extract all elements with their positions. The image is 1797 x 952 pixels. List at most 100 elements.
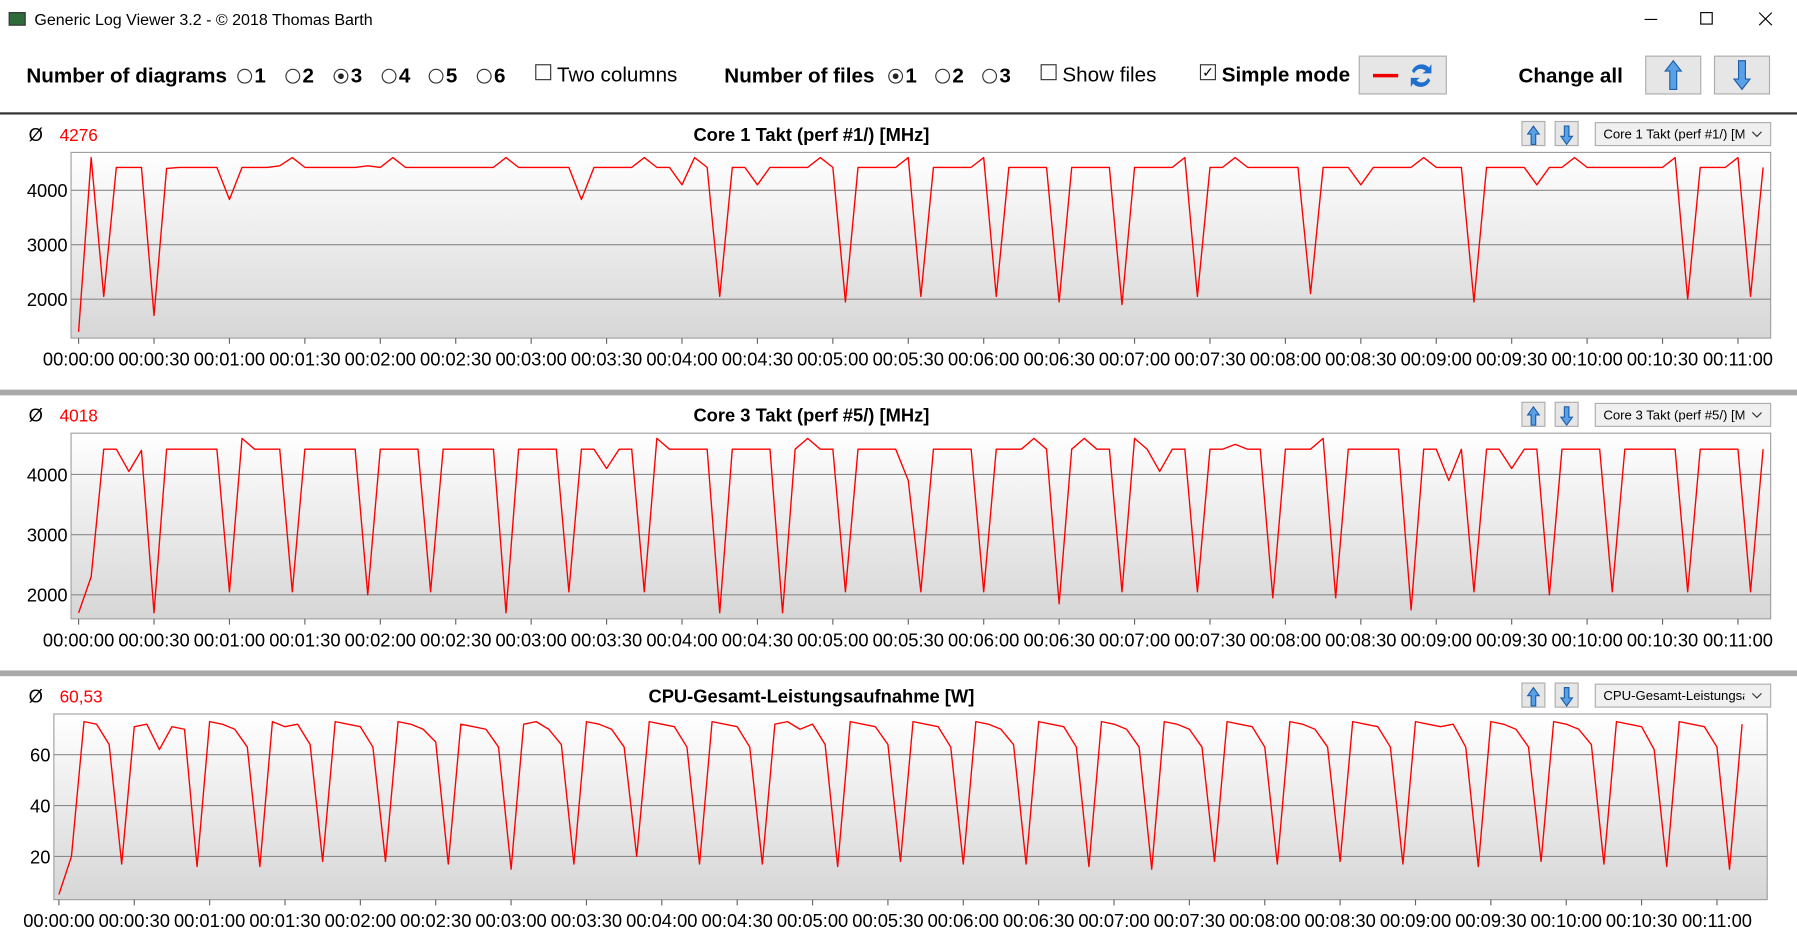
x-tick-label: 00:06:00 bbox=[928, 910, 999, 931]
radio-button[interactable] bbox=[333, 68, 349, 84]
x-tick-label: 00:10:00 bbox=[1551, 349, 1622, 370]
dropdown-text: Core 1 Takt (perf #1/) [MH bbox=[1603, 127, 1755, 142]
average-value: 60,53 bbox=[60, 687, 103, 707]
y-tick-label: 3000 bbox=[27, 235, 68, 256]
x-tick-label: 00:00:30 bbox=[118, 629, 189, 650]
dropdown-chevron bbox=[1751, 412, 1762, 418]
x-tick-label: 00:01:00 bbox=[174, 910, 245, 931]
x-tick-label: 00:02:00 bbox=[345, 349, 416, 370]
radio-label[interactable]: 2 bbox=[302, 64, 315, 88]
x-tick-label: 00:01:30 bbox=[269, 629, 340, 650]
arrow-icon bbox=[1559, 125, 1574, 146]
radio-label[interactable]: 3 bbox=[999, 64, 1011, 88]
checkbox[interactable] bbox=[1040, 64, 1057, 81]
checkbox-label[interactable]: Two columns bbox=[556, 63, 678, 86]
x-tick-label: 00:03:00 bbox=[495, 349, 566, 370]
down-icon bbox=[1732, 60, 1752, 91]
x-tick-label: 00:09:30 bbox=[1476, 349, 1547, 370]
radio-button[interactable] bbox=[476, 68, 492, 84]
y-tick-label: 3000 bbox=[27, 525, 68, 546]
x-tick-label: 00:05:30 bbox=[873, 349, 944, 370]
x-tick-label: 00:07:30 bbox=[1174, 629, 1245, 650]
x-tick-label: 00:09:30 bbox=[1476, 629, 1547, 650]
data-line bbox=[77, 156, 1764, 332]
x-tick-label: 00:08:00 bbox=[1229, 910, 1300, 931]
x-tick-label: 00:09:00 bbox=[1401, 349, 1472, 370]
diagrams-label: Number of diagrams bbox=[26, 64, 227, 88]
x-tick-label: 00:02:30 bbox=[420, 629, 491, 650]
x-tick-label: 00:04:30 bbox=[722, 629, 793, 650]
x-tick-label: 00:06:30 bbox=[1003, 910, 1074, 931]
x-tick-label: 00:02:00 bbox=[325, 910, 396, 931]
x-tick-label: 00:05:00 bbox=[777, 910, 848, 931]
x-tick-label: 00:08:30 bbox=[1325, 629, 1396, 650]
radio-button[interactable] bbox=[888, 68, 904, 84]
x-tick-label: 00:00:30 bbox=[99, 910, 170, 931]
radio-button[interactable] bbox=[285, 68, 301, 84]
line-style-button[interactable] bbox=[1358, 55, 1447, 95]
x-tick-label: 00:03:30 bbox=[571, 629, 642, 650]
arrow-icon bbox=[1526, 405, 1541, 426]
radio-button[interactable] bbox=[381, 68, 397, 84]
checkbox-label[interactable]: Simple mode bbox=[1221, 63, 1351, 86]
radio-button[interactable] bbox=[428, 68, 444, 84]
diagram-title: Core 1 Takt (perf #1/) [MHz] bbox=[693, 124, 929, 145]
checkbox[interactable] bbox=[535, 64, 552, 81]
x-tick-label: 00:07:00 bbox=[1099, 349, 1170, 370]
average-value: 4276 bbox=[60, 125, 98, 145]
x-tick-label: 00:00:00 bbox=[43, 629, 114, 650]
x-tick-label: 00:02:30 bbox=[400, 910, 471, 931]
panel-separator bbox=[0, 389, 1797, 396]
x-tick-label: 00:01:30 bbox=[249, 910, 320, 931]
up-icon bbox=[1664, 59, 1683, 90]
radio-button[interactable] bbox=[237, 68, 253, 84]
close-button[interactable] bbox=[1758, 12, 1773, 26]
radio-label[interactable]: 5 bbox=[445, 64, 458, 88]
y-tick-label: 40 bbox=[30, 795, 50, 816]
channel-dropdown[interactable] bbox=[1594, 402, 1772, 427]
x-tick-label: 00:05:00 bbox=[797, 349, 868, 370]
x-tick-label: 00:03:30 bbox=[551, 910, 622, 931]
x-tick-label: 00:04:00 bbox=[646, 349, 717, 370]
radio-label[interactable]: 1 bbox=[254, 64, 266, 88]
x-tick-label: 00:06:00 bbox=[948, 349, 1019, 370]
maximize-button[interactable] bbox=[1700, 12, 1713, 25]
y-tick-label: 4000 bbox=[27, 464, 68, 485]
plot-area bbox=[53, 713, 1768, 901]
diagram-panel: Ø 4276 Core 1 Takt (perf #1/) [MHz] Core 1 … bbox=[27, 120, 1773, 370]
y-tick-label: 4000 bbox=[27, 180, 68, 201]
checkbox-label[interactable]: Show files bbox=[1062, 63, 1157, 86]
radio-label[interactable]: 2 bbox=[952, 64, 964, 88]
x-tick-label: 00:10:30 bbox=[1627, 349, 1698, 370]
radio-button[interactable] bbox=[982, 68, 998, 84]
x-tick-label: 00:06:30 bbox=[1023, 349, 1094, 370]
x-tick-label: 00:04:30 bbox=[702, 910, 773, 931]
radio-label[interactable]: 1 bbox=[905, 64, 917, 88]
x-tick-label: 00:01:00 bbox=[194, 629, 265, 650]
x-tick-label: 00:07:30 bbox=[1154, 910, 1225, 931]
x-tick-label: 00:04:30 bbox=[722, 349, 793, 370]
y-tick-label: 2000 bbox=[27, 289, 68, 310]
dropdown-text: Core 3 Takt (perf #5/) [MH bbox=[1603, 407, 1755, 422]
x-tick-label: 00:01:30 bbox=[269, 349, 340, 370]
average-symbol: Ø bbox=[29, 124, 43, 145]
radio-label[interactable]: 4 bbox=[398, 64, 411, 88]
radio-label[interactable]: 3 bbox=[350, 64, 363, 88]
files-label: Number of files bbox=[724, 64, 875, 88]
channel-dropdown[interactable] bbox=[1594, 122, 1772, 147]
window-title: Generic Log Viewer 3.2 - © 2018 Thomas B… bbox=[34, 11, 372, 29]
radio-label[interactable]: 6 bbox=[493, 64, 506, 88]
arrow-icon bbox=[1526, 125, 1541, 145]
dropdown-cover bbox=[1744, 404, 1770, 426]
panel-separator bbox=[0, 670, 1797, 677]
data-line bbox=[77, 437, 1764, 614]
x-tick-label: 00:03:30 bbox=[571, 349, 642, 370]
x-tick-label: 00:02:30 bbox=[420, 349, 491, 370]
radio-button[interactable] bbox=[935, 68, 951, 84]
x-tick-label: 00:00:00 bbox=[43, 349, 114, 370]
checkbox[interactable]: ✓ bbox=[1199, 64, 1216, 81]
x-tick-label: 00:09:00 bbox=[1380, 910, 1451, 931]
channel-dropdown[interactable] bbox=[1594, 683, 1772, 708]
diagram-panel: Ø 4018 Core 3 Takt (perf #5/) [MHz] Core 3 … bbox=[27, 401, 1773, 650]
x-tick-label: 00:11:00 bbox=[1703, 629, 1773, 650]
